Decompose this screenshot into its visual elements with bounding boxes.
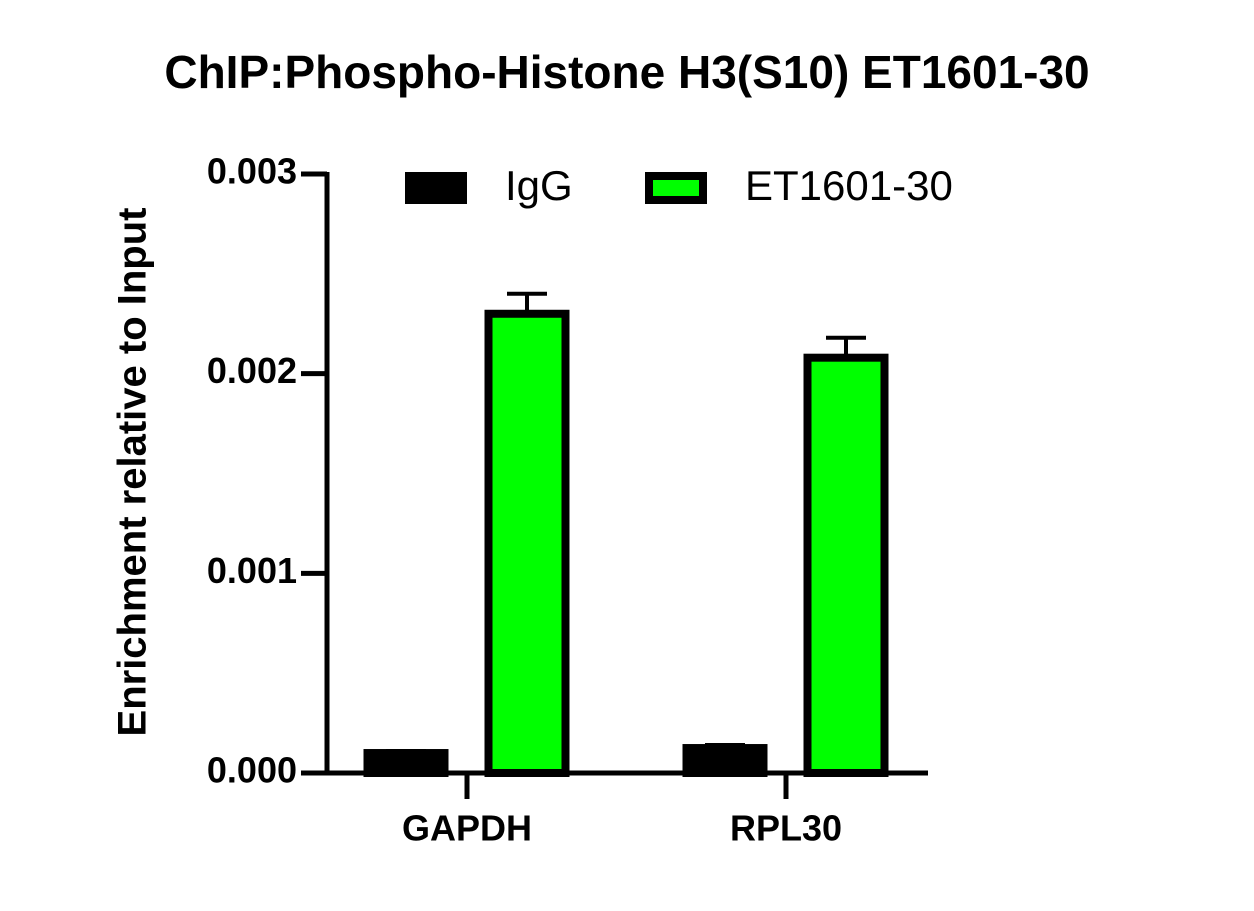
y-tick-label: 0.000 [207,750,297,791]
y-axis-label: Enrichment relative to Input [111,208,155,737]
bar [484,309,570,777]
chart-title: ChIP:Phospho-Histone H3(S10) ET1601-30 [164,46,1089,98]
bar [363,749,449,777]
y-tick-label: 0.001 [207,550,297,591]
bar [803,353,889,777]
legend-label: IgG [505,162,573,209]
legend-label: ET1601-30 [745,162,953,209]
legend-swatch [645,172,707,204]
y-tick-label: 0.002 [207,350,297,391]
x-tick-label: RPL30 [730,808,842,849]
y-tick-label: 0.003 [207,151,297,192]
legend-swatch [405,172,467,204]
x-tick-label: GAPDH [402,808,532,849]
bar [682,744,768,778]
